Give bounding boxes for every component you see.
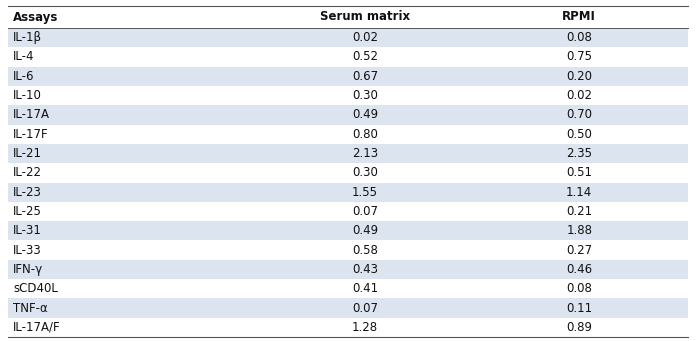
Text: IL-33: IL-33: [13, 243, 42, 256]
Bar: [8, 163, 688, 182]
Text: 0.41: 0.41: [352, 282, 378, 295]
Text: 0.02: 0.02: [352, 31, 378, 44]
Bar: [8, 298, 688, 318]
Bar: [8, 202, 688, 221]
Text: TNF-α: TNF-α: [13, 301, 48, 314]
Bar: [8, 66, 688, 86]
Text: IL-25: IL-25: [13, 205, 42, 218]
Text: 2.35: 2.35: [567, 147, 592, 160]
Bar: [8, 182, 688, 202]
Text: 0.30: 0.30: [352, 89, 378, 102]
Text: 0.43: 0.43: [352, 263, 378, 276]
Bar: [8, 86, 688, 105]
Text: 0.11: 0.11: [566, 301, 592, 314]
Text: 0.52: 0.52: [352, 50, 378, 63]
Text: 0.27: 0.27: [566, 243, 592, 256]
Text: IFN-γ: IFN-γ: [13, 263, 43, 276]
Text: 0.07: 0.07: [352, 205, 378, 218]
Text: IL-1β: IL-1β: [13, 31, 42, 44]
Text: 1.55: 1.55: [352, 186, 378, 199]
Text: 0.70: 0.70: [567, 108, 592, 121]
Text: 0.30: 0.30: [352, 166, 378, 179]
Text: 0.46: 0.46: [566, 263, 592, 276]
Text: 0.08: 0.08: [567, 282, 592, 295]
Text: IL-10: IL-10: [13, 89, 42, 102]
Text: Assays: Assays: [13, 11, 58, 24]
Text: IL-31: IL-31: [13, 224, 42, 237]
Text: Serum matrix: Serum matrix: [320, 11, 410, 24]
Bar: [8, 28, 688, 47]
Text: 0.75: 0.75: [567, 50, 592, 63]
Text: 2.13: 2.13: [352, 147, 378, 160]
Bar: [8, 144, 688, 163]
Text: IL-4: IL-4: [13, 50, 35, 63]
Text: 0.51: 0.51: [567, 166, 592, 179]
Bar: [8, 279, 688, 298]
Text: 0.08: 0.08: [567, 31, 592, 44]
Text: 1.14: 1.14: [566, 186, 592, 199]
Bar: [8, 6, 688, 28]
Text: 0.07: 0.07: [352, 301, 378, 314]
Text: IL-21: IL-21: [13, 147, 42, 160]
Text: 0.02: 0.02: [567, 89, 592, 102]
Bar: [8, 221, 688, 240]
Text: 0.58: 0.58: [352, 243, 378, 256]
Text: IL-17A/F: IL-17A/F: [13, 321, 61, 334]
Bar: [8, 105, 688, 124]
Text: 0.89: 0.89: [567, 321, 592, 334]
Text: 0.50: 0.50: [567, 128, 592, 141]
Text: 0.49: 0.49: [352, 108, 378, 121]
Text: 1.28: 1.28: [352, 321, 378, 334]
Text: 0.67: 0.67: [352, 70, 378, 83]
Text: IL-17F: IL-17F: [13, 128, 49, 141]
Text: 0.49: 0.49: [352, 224, 378, 237]
Bar: [8, 260, 688, 279]
Text: 1.88: 1.88: [567, 224, 592, 237]
Text: RPMI: RPMI: [562, 11, 596, 24]
Text: IL-23: IL-23: [13, 186, 42, 199]
Text: 0.20: 0.20: [567, 70, 592, 83]
Bar: [8, 240, 688, 260]
Text: 0.80: 0.80: [352, 128, 378, 141]
Text: 0.21: 0.21: [566, 205, 592, 218]
Text: IL-6: IL-6: [13, 70, 35, 83]
Bar: [8, 47, 688, 66]
Text: IL-17A: IL-17A: [13, 108, 50, 121]
Bar: [8, 318, 688, 337]
Text: IL-22: IL-22: [13, 166, 42, 179]
Bar: [8, 124, 688, 144]
Text: sCD40L: sCD40L: [13, 282, 58, 295]
